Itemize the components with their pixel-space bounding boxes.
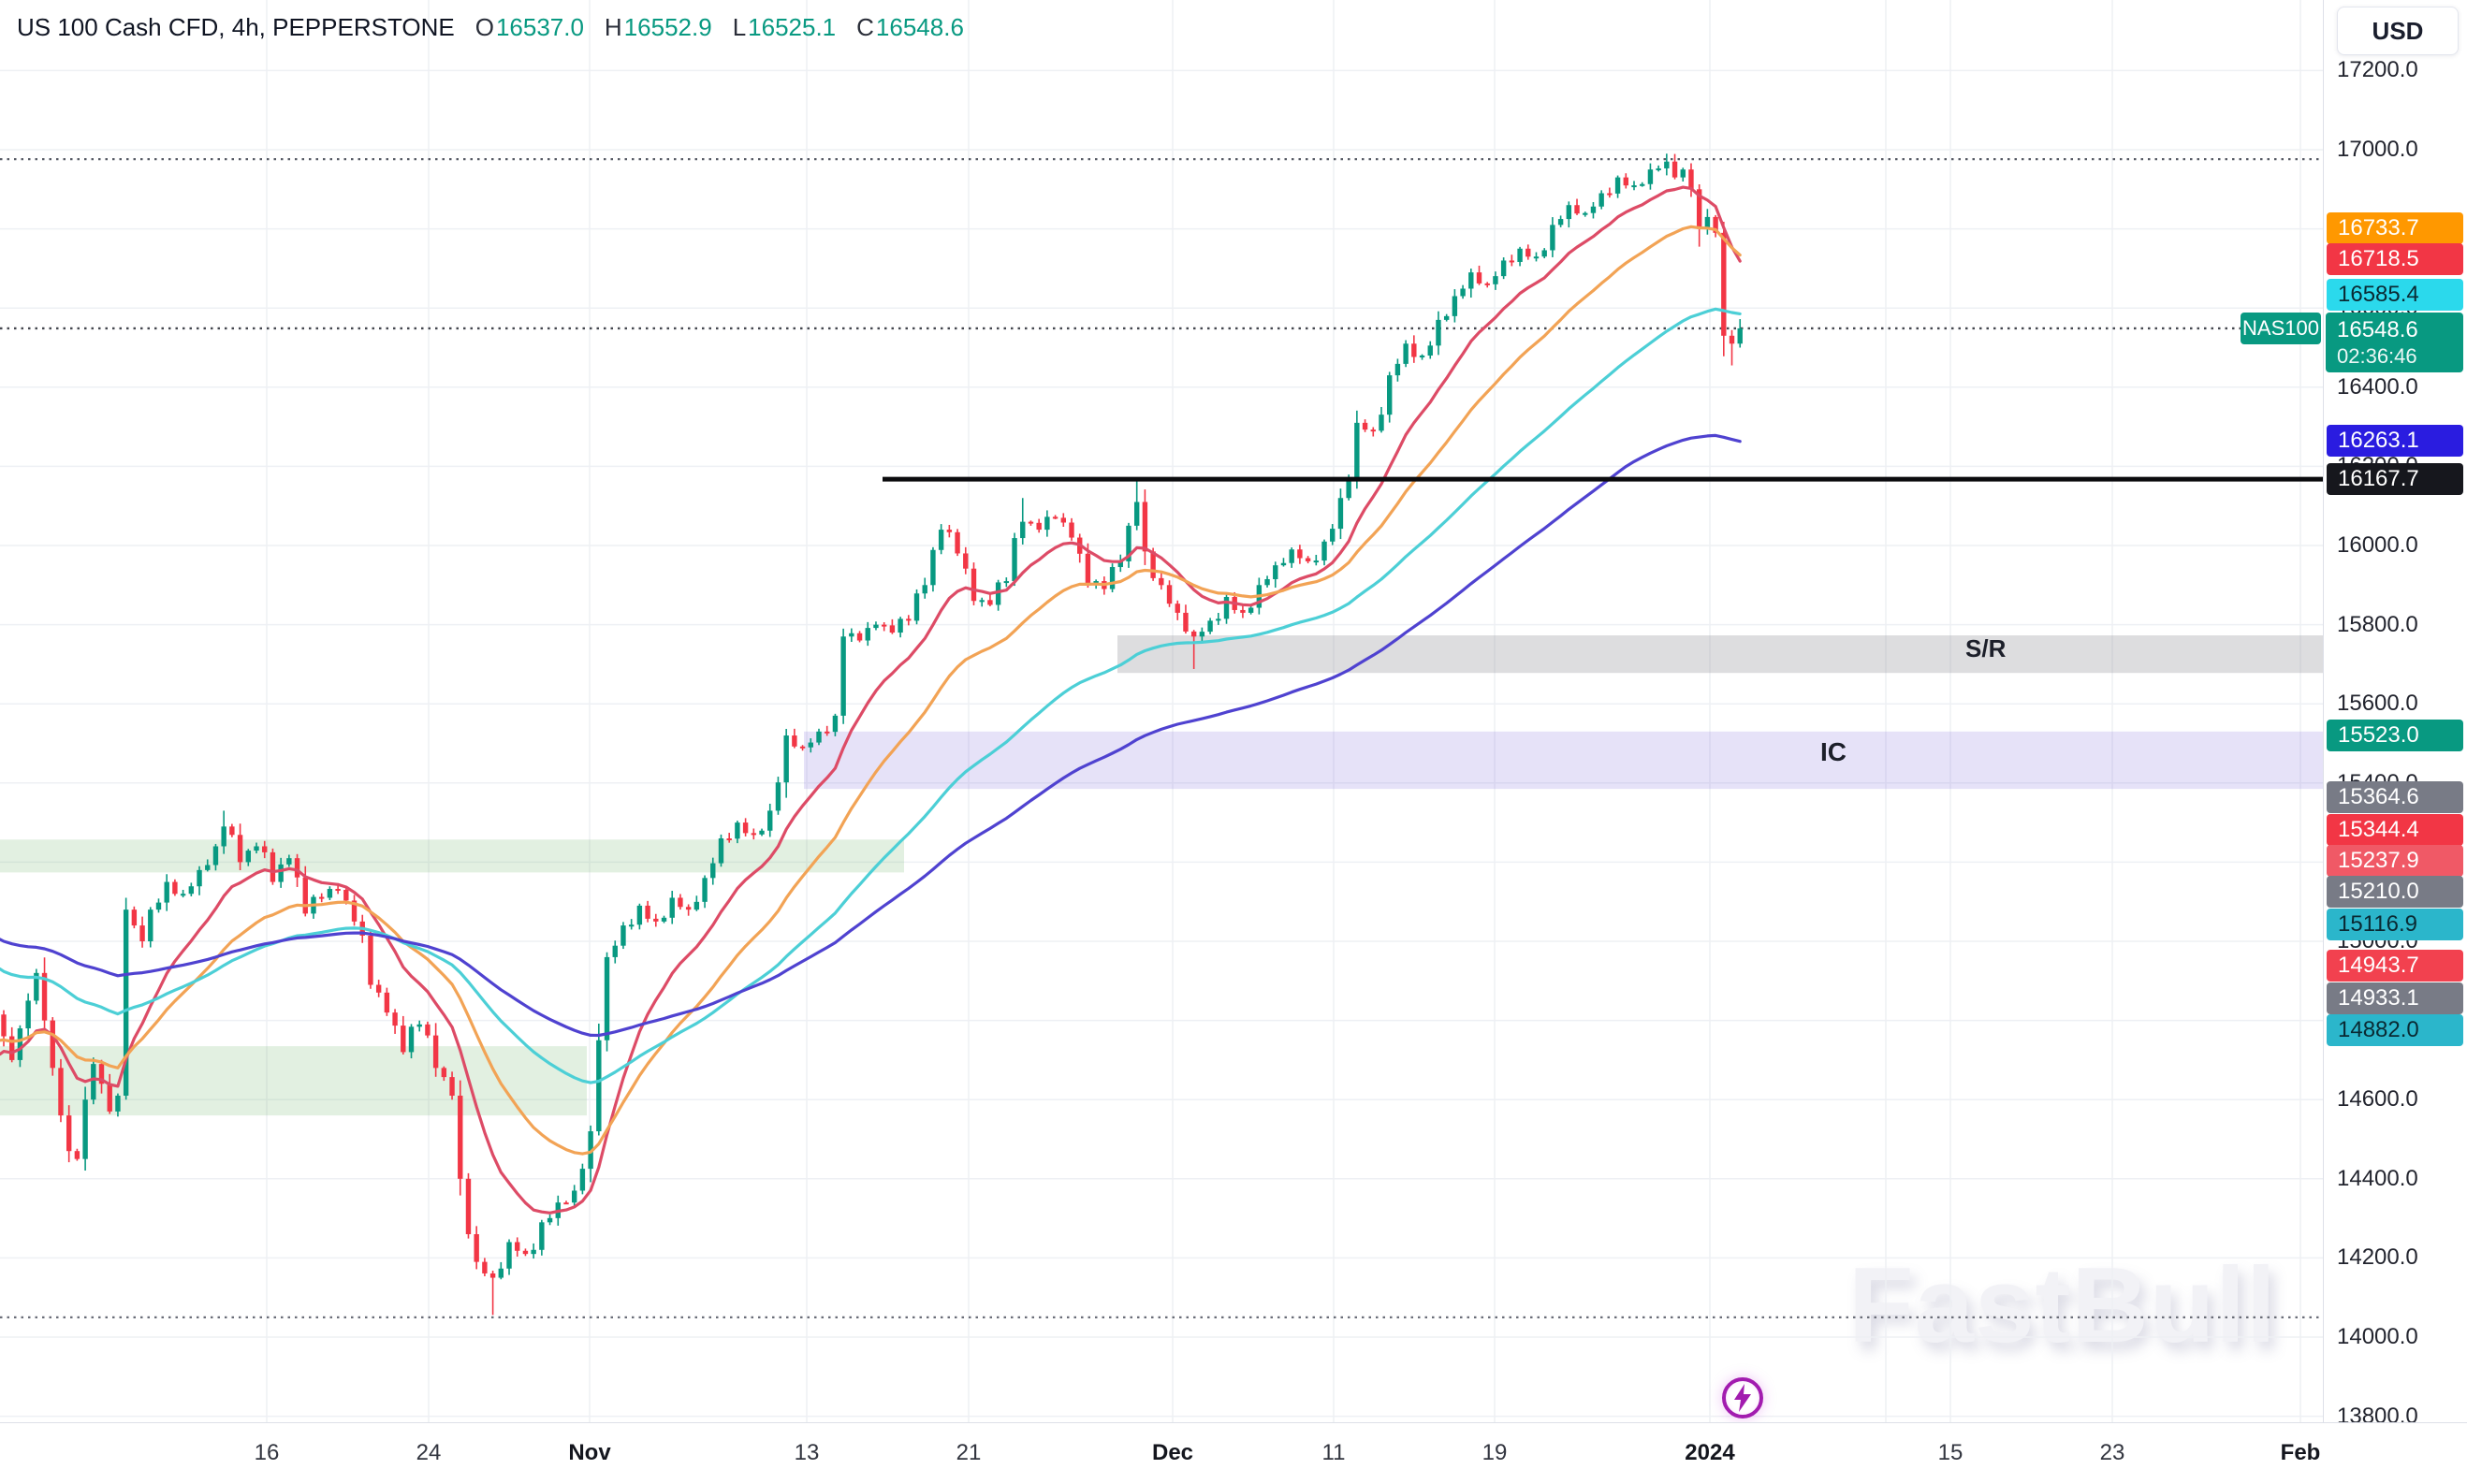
last-price-value: 16548.6: [2337, 317, 2418, 342]
fastbull-watermark: FastBull: [1848, 1246, 2277, 1365]
chart-plot-area[interactable]: FastBull S/R IC: [0, 0, 2323, 1422]
time-axis-label: Nov: [568, 1440, 611, 1465]
price-label: 14943.7: [2327, 950, 2463, 982]
time-axis-label: 13: [794, 1440, 820, 1465]
price-label: 16733.7: [2327, 212, 2463, 244]
price-axis-tick: 17200.0: [2337, 57, 2418, 83]
price-axis-tick: 14400.0: [2337, 1165, 2418, 1191]
price-axis-tick: 15600.0: [2337, 691, 2418, 717]
bar-countdown-timer: 02:36:46: [2337, 344, 2417, 368]
price-label: 16718.5: [2327, 243, 2463, 275]
price-axis-tick: 16400.0: [2337, 373, 2418, 400]
price-label: 15523.0: [2327, 720, 2463, 751]
time-axis[interactable]: 16 24 Nov 13 21 Dec 11 19 2024 15 23 Feb: [0, 1422, 2467, 1484]
last-price-countdown-label: 16548.6 02:36:46: [2326, 313, 2463, 372]
price-label: 15364.6: [2327, 781, 2463, 813]
price-label: 15237.9: [2327, 845, 2463, 877]
price-axis-tick: 14000.0: [2337, 1324, 2418, 1349]
time-axis-label: 23: [2099, 1440, 2125, 1465]
lightning-bolt-icon: [1734, 1384, 1751, 1412]
ohlc-high: H 16552.9: [604, 13, 712, 41]
price-label: 16585.4: [2327, 279, 2463, 311]
price-axis-tick: 14200.0: [2337, 1244, 2418, 1271]
price-label: 14882.0: [2327, 1014, 2463, 1046]
nas100-symbol-tag[interactable]: NAS100: [2241, 313, 2321, 344]
sr-zone-label: S/R: [1965, 634, 2007, 662]
price-label: 14933.1: [2327, 982, 2463, 1014]
price-label: 16167.7: [2327, 463, 2463, 495]
time-axis-label: Feb: [2280, 1440, 2321, 1465]
time-axis-label: Dec: [1151, 1440, 1194, 1465]
price-label: 15210.0: [2327, 876, 2463, 908]
candlestick-chart-canvas: [0, 0, 2323, 1422]
price-axis-tick: 17000.0: [2337, 137, 2418, 162]
time-axis-label: 15: [1937, 1440, 1963, 1465]
price-axis-tick: 16000.0: [2337, 532, 2418, 558]
price-axis-tick: 14600.0: [2337, 1086, 2418, 1113]
time-axis-label: 2024: [1685, 1440, 1735, 1465]
price-label: 15344.4: [2327, 814, 2463, 846]
time-axis-label: 19: [1482, 1440, 1508, 1465]
time-axis-label: 16: [254, 1440, 280, 1465]
time-axis-label: 21: [956, 1440, 982, 1465]
price-axis[interactable]: 17200.017000.016800.016600.016400.016200…: [2323, 0, 2467, 1429]
ic-zone-label: IC: [1820, 737, 1847, 766]
price-label: 15116.9: [2327, 909, 2463, 940]
price-axis-tick: 15800.0: [2337, 611, 2418, 637]
price-label: 16263.1: [2327, 425, 2463, 457]
lightning-badge-icon[interactable]: [1722, 1377, 1763, 1419]
currency-usd-button[interactable]: USD: [2337, 7, 2459, 55]
symbol-header: US 100 Cash CFD, 4h, PEPPERSTONE O 16537…: [17, 13, 964, 42]
ohlc-open: O 16537.0: [474, 13, 584, 41]
ohlc-close: C 16548.6: [856, 13, 964, 41]
ohlc-low: L 16525.1: [732, 13, 837, 41]
symbol-title[interactable]: US 100 Cash CFD, 4h, PEPPERSTONE: [17, 13, 455, 41]
time-axis-label: 11: [1321, 1440, 1346, 1465]
time-axis-label: 24: [416, 1440, 442, 1465]
